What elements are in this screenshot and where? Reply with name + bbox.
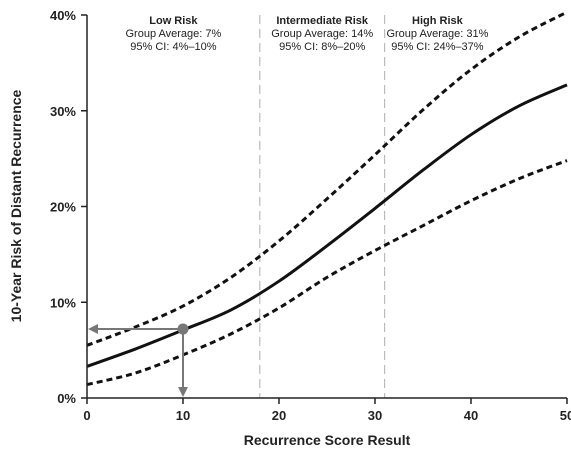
y-tick-label: 40% xyxy=(50,8,76,23)
zone-group-average: Group Average: 7% xyxy=(125,28,221,40)
zone-confidence-interval: 95% CI: 4%–10% xyxy=(130,41,216,53)
tick-layer: 0 10 20 30 40 50 0% 10% 20% 30% 40% xyxy=(50,8,571,423)
zone-group-average: Group Average: 31% xyxy=(386,28,488,40)
highlight-marker xyxy=(88,323,189,397)
zone-title: Low Risk xyxy=(149,15,198,27)
plot-curves xyxy=(86,10,568,387)
x-tick-label: 0 xyxy=(83,408,90,423)
y-tick-label: 30% xyxy=(50,104,76,119)
zone-title: Intermediate Risk xyxy=(276,15,369,27)
upper-ci-curve xyxy=(86,10,568,347)
zone-group-average: Group Average: 14% xyxy=(271,28,373,40)
x-tick-label: 40 xyxy=(464,408,478,423)
x-tick-label: 50 xyxy=(560,408,571,423)
y-tick-label: 10% xyxy=(50,295,76,310)
y-tick-label: 0% xyxy=(57,391,76,406)
x-tick-label: 30 xyxy=(368,408,382,423)
y-axis-title: 10-Year Risk of Distant Recurrence xyxy=(8,89,24,322)
zone-confidence-interval: 95% CI: 8%–20% xyxy=(279,41,365,53)
highlight-point xyxy=(177,323,189,335)
x-tick-label: 10 xyxy=(176,408,190,423)
x-tick-label: 20 xyxy=(272,408,286,423)
down-arrow-head xyxy=(178,387,188,397)
zone-title: High Risk xyxy=(412,15,464,27)
estimate-curve xyxy=(86,83,568,368)
x-axis-title: Recurrence Score Result xyxy=(244,432,411,448)
zone-confidence-interval: 95% CI: 24%–37% xyxy=(391,41,484,53)
zone-cutoff-lines xyxy=(259,15,386,398)
y-tick-label: 20% xyxy=(50,200,76,215)
lower-ci-curve xyxy=(86,159,568,387)
left-arrow-head xyxy=(88,324,98,335)
